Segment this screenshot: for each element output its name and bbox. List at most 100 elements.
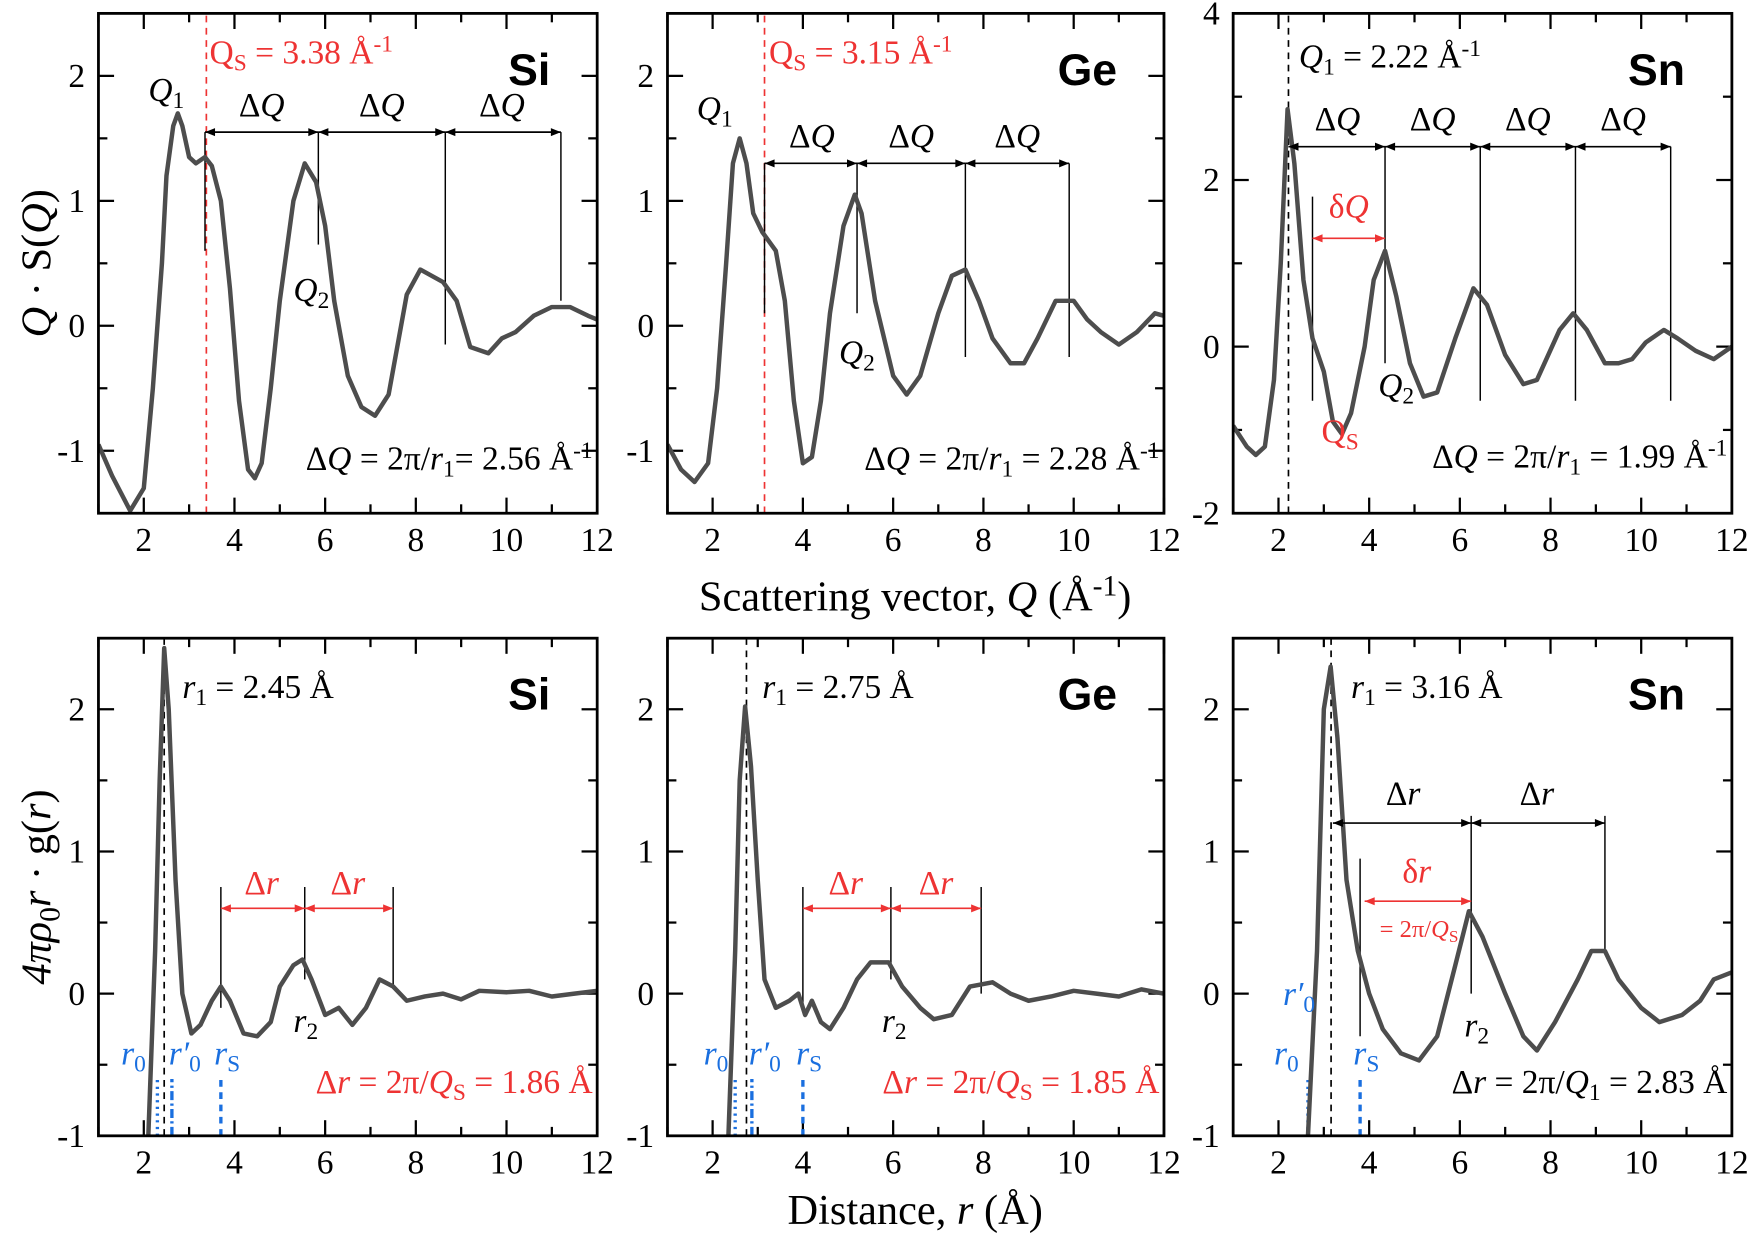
x-tick-label: 8: [407, 1145, 424, 1182]
x-tick-label: 2: [1270, 522, 1287, 559]
annotation-label: r0: [1274, 1036, 1299, 1078]
annotation-label: r1 = 3.16 Å: [1351, 669, 1502, 711]
y-tick-label: 2: [637, 691, 654, 728]
annotation-label: Δr: [1520, 776, 1556, 813]
x-tick-label: 12: [1147, 1145, 1180, 1182]
annotation-label: ΔQ: [1410, 101, 1456, 138]
annotation-label: Q2: [839, 334, 875, 376]
x-tick-label: 12: [1147, 522, 1180, 559]
y-tick-label: 0: [637, 308, 654, 345]
top-y-axis-label: Q · S(Q): [13, 189, 60, 337]
x-tick-label: 4: [226, 1145, 243, 1182]
annotation-label: ΔQ: [888, 118, 934, 155]
panel-title: Sn: [1628, 46, 1685, 95]
annotation-label: Δr: [244, 865, 280, 902]
x-tick-label: 8: [1542, 522, 1559, 559]
annotation-label: rS: [796, 1036, 822, 1078]
annotation-label: Δr: [919, 865, 955, 902]
x-tick-label: 4: [795, 1145, 812, 1182]
x-tick-label: 4: [1361, 1145, 1378, 1182]
annotation-label: r1 = 2.45 Å: [182, 669, 333, 711]
x-tick-label: 4: [1361, 522, 1378, 559]
panel-title: Sn: [1628, 671, 1685, 720]
y-tick-label: 2: [637, 58, 654, 95]
annotation-label: δQ: [1329, 188, 1369, 225]
x-tick-label: 6: [885, 1145, 902, 1182]
y-tick-label: 1: [68, 183, 85, 220]
x-tick-label: 12: [1715, 1145, 1748, 1182]
panel-title: Si: [508, 671, 550, 720]
plot-frame: [97, 11, 599, 515]
y-tick-label: 0: [1203, 976, 1220, 1013]
plot-frame: [666, 11, 1166, 515]
data-series-curve: [98, 111, 598, 513]
x-tick-label: 6: [317, 522, 334, 559]
annotation-label: ΔQ: [789, 118, 835, 155]
annotation-label: ΔQ: [994, 118, 1040, 155]
annotation-label: Δr: [1386, 776, 1422, 813]
x-tick-label: 8: [407, 522, 424, 559]
y-tick-label: 0: [637, 976, 654, 1013]
x-tick-label: 2: [135, 522, 152, 559]
annotation-label: r2: [882, 1003, 907, 1045]
annotation-label: Δr = 2π/QS = 1.85 Å: [882, 1064, 1159, 1106]
x-tick-label: 6: [885, 522, 902, 559]
x-tick-label: 10: [1624, 522, 1657, 559]
annotation-label: ΔQ = 2π/r1= 2.56 Å-1: [306, 438, 593, 483]
y-tick-label: 2: [1203, 162, 1220, 199]
y-tick-label: 1: [637, 183, 654, 220]
annotation-label: r0: [704, 1036, 729, 1078]
y-tick-label: -1: [626, 433, 654, 470]
plot-frame: [1231, 636, 1734, 1138]
data-series-curve: [726, 704, 1164, 1136]
panel-sn-sq: 2 4 6 8 10 12 -2 0 2 4 Q1 = 2.22 Å-1 ΔQ ΔQ ΔQ ΔQ δQ QS Q2…: [1192, 0, 1749, 559]
y-tick-label: -1: [57, 433, 85, 470]
y-tick-label: 1: [1203, 834, 1220, 871]
annotation-label: ΔQ = 2π/r1 = 2.28 Å-1: [864, 438, 1159, 483]
annotation-label: QS = 3.15 Å-1: [769, 32, 952, 77]
annotation-label: r2: [1464, 1007, 1489, 1049]
annotation-label: ΔQ: [239, 87, 285, 124]
x-tick-label: 2: [704, 522, 721, 559]
x-tick-label: 10: [1057, 522, 1090, 559]
data-series-curve: [1233, 106, 1732, 458]
x-tick-label: 2: [1270, 1145, 1287, 1182]
annotation-label: δr: [1402, 854, 1432, 891]
x-tick-label: 6: [1451, 1145, 1468, 1182]
annotation-label: Δr: [331, 865, 367, 902]
annotation-label: Q1: [697, 91, 733, 133]
x-tick-label: 12: [580, 1145, 613, 1182]
annotation-label: ΔQ: [1315, 101, 1361, 138]
bottom-x-axis-label: Distance, r (Å): [787, 1187, 1042, 1234]
x-tick-label: 2: [135, 1145, 152, 1182]
y-tick-label: -1: [1192, 1118, 1220, 1155]
x-tick-label: 4: [795, 522, 812, 559]
x-tick-label: 4: [226, 522, 243, 559]
annotation-label: Q2: [1378, 368, 1414, 410]
annotation-label: r0: [121, 1036, 146, 1078]
x-tick-label: 8: [1542, 1145, 1559, 1182]
annotation-label: rS: [1353, 1036, 1379, 1078]
y-tick-label: 1: [637, 834, 654, 871]
annotation-label: QS = 3.38 Å-1: [210, 32, 393, 77]
annotation-label: Q2: [293, 272, 329, 314]
annotation-label: r′0: [1283, 976, 1315, 1018]
x-tick-label: 12: [580, 522, 613, 559]
plot-frame: [1231, 11, 1734, 515]
annotation-label: = 2π/QS: [1380, 916, 1459, 946]
x-tick-label: 12: [1715, 522, 1748, 559]
y-tick-label: -2: [1192, 495, 1220, 532]
annotation-label: r2: [293, 1003, 318, 1045]
y-tick-label: 2: [68, 58, 85, 95]
y-tick-label: 0: [68, 976, 85, 1013]
x-tick-label: 10: [490, 1145, 523, 1182]
y-tick-label: -1: [626, 1118, 654, 1155]
annotation-label: QS: [1322, 413, 1359, 455]
data-series-curve: [146, 645, 598, 1136]
x-tick-label: 10: [490, 522, 523, 559]
y-tick-label: 0: [68, 308, 85, 345]
panel-title: Ge: [1058, 46, 1118, 95]
